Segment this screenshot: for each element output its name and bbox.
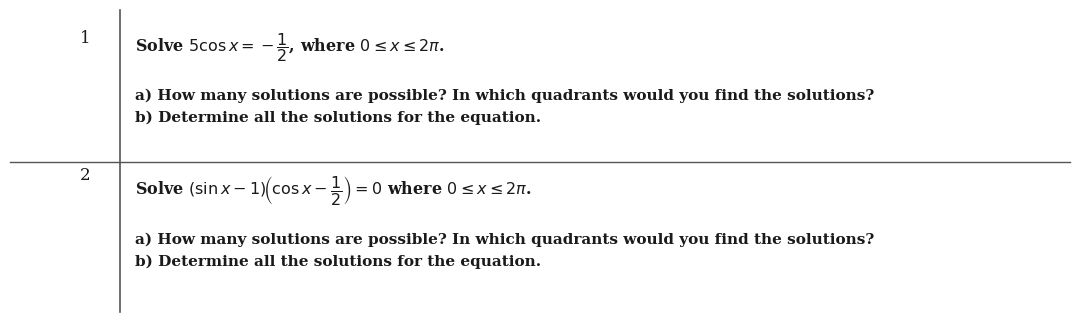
Text: Solve $(\sin x - 1)\!\left(\cos x - \dfrac{1}{2}\right) = 0$ where $0 \leq x \le: Solve $(\sin x - 1)\!\left(\cos x - \dfr…	[135, 174, 531, 206]
Text: Solve $5\cos x = -\dfrac{1}{2}$, where $0 \leq x \leq 2\pi$.: Solve $5\cos x = -\dfrac{1}{2}$, where $…	[135, 32, 445, 64]
Text: 2: 2	[80, 166, 91, 184]
Text: a) How many solutions are possible? In which quadrants would you find the soluti: a) How many solutions are possible? In w…	[135, 233, 874, 247]
Text: b) Determine all the solutions for the equation.: b) Determine all the solutions for the e…	[135, 255, 541, 269]
Text: a) How many solutions are possible? In which quadrants would you find the soluti: a) How many solutions are possible? In w…	[135, 89, 874, 103]
Text: 1: 1	[80, 30, 91, 46]
Text: b) Determine all the solutions for the equation.: b) Determine all the solutions for the e…	[135, 111, 541, 125]
